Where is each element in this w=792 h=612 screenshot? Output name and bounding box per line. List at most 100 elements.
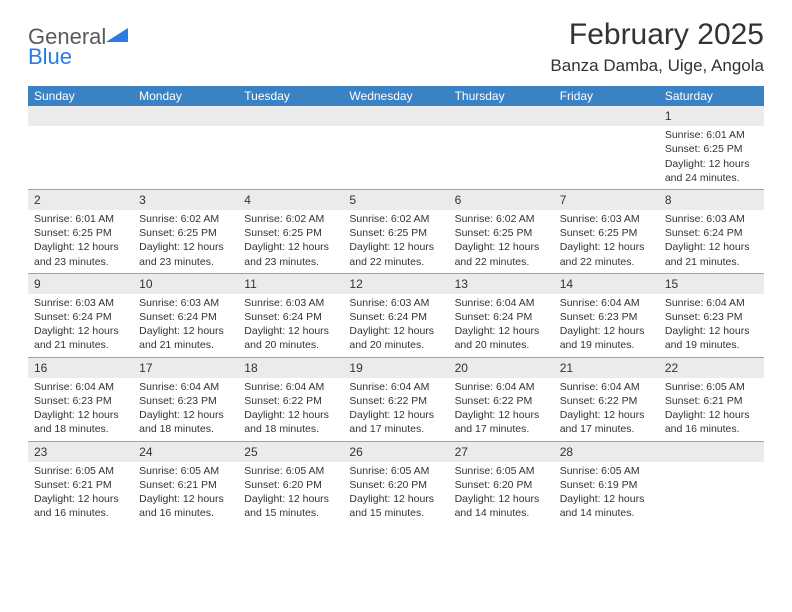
sunrise-text: Sunrise: 6:02 AM xyxy=(455,212,548,226)
sunset-text: Sunset: 6:20 PM xyxy=(349,478,442,492)
day-body: Sunrise: 6:03 AMSunset: 6:24 PMDaylight:… xyxy=(133,294,238,357)
day-number: 1 xyxy=(659,106,764,126)
sunset-text: Sunset: 6:23 PM xyxy=(560,310,653,324)
day-number: 6 xyxy=(449,190,554,210)
sunrise-text: Sunrise: 6:05 AM xyxy=(665,380,758,394)
calendar-day-cell xyxy=(554,106,659,189)
calendar-day-cell: 13Sunrise: 6:04 AMSunset: 6:24 PMDayligh… xyxy=(449,273,554,357)
daylight2-text: and 20 minutes. xyxy=(349,338,442,352)
daylight1-text: Daylight: 12 hours xyxy=(560,408,653,422)
calendar-week-row: 23Sunrise: 6:05 AMSunset: 6:21 PMDayligh… xyxy=(28,441,764,524)
daylight1-text: Daylight: 12 hours xyxy=(34,324,127,338)
calendar-day-cell xyxy=(659,441,764,524)
calendar-week-row: 2Sunrise: 6:01 AMSunset: 6:25 PMDaylight… xyxy=(28,189,764,273)
day-body: Sunrise: 6:05 AMSunset: 6:21 PMDaylight:… xyxy=(28,462,133,525)
daylight2-text: and 15 minutes. xyxy=(244,506,337,520)
day-number xyxy=(343,106,448,126)
day-body: Sunrise: 6:02 AMSunset: 6:25 PMDaylight:… xyxy=(449,210,554,273)
calendar-day-cell: 8Sunrise: 6:03 AMSunset: 6:24 PMDaylight… xyxy=(659,189,764,273)
daylight2-text: and 22 minutes. xyxy=(560,255,653,269)
day-number: 28 xyxy=(554,442,659,462)
sunrise-text: Sunrise: 6:03 AM xyxy=(244,296,337,310)
day-number: 7 xyxy=(554,190,659,210)
calendar-day-cell: 12Sunrise: 6:03 AMSunset: 6:24 PMDayligh… xyxy=(343,273,448,357)
day-number xyxy=(449,106,554,126)
daylight1-text: Daylight: 12 hours xyxy=(34,492,127,506)
sunrise-text: Sunrise: 6:04 AM xyxy=(139,380,232,394)
sunrise-text: Sunrise: 6:05 AM xyxy=(349,464,442,478)
calendar-day-cell: 19Sunrise: 6:04 AMSunset: 6:22 PMDayligh… xyxy=(343,357,448,441)
sunrise-text: Sunrise: 6:04 AM xyxy=(560,296,653,310)
day-body: Sunrise: 6:04 AMSunset: 6:23 PMDaylight:… xyxy=(659,294,764,357)
daylight2-text: and 24 minutes. xyxy=(665,171,758,185)
sunrise-text: Sunrise: 6:03 AM xyxy=(560,212,653,226)
sunrise-text: Sunrise: 6:03 AM xyxy=(349,296,442,310)
daylight1-text: Daylight: 12 hours xyxy=(349,240,442,254)
sunset-text: Sunset: 6:24 PM xyxy=(244,310,337,324)
calendar-day-cell xyxy=(449,106,554,189)
day-number xyxy=(554,106,659,126)
calendar-day-cell xyxy=(133,106,238,189)
brand-name-2: Blue xyxy=(28,44,72,69)
daylight2-text: and 20 minutes. xyxy=(244,338,337,352)
calendar-day-cell: 22Sunrise: 6:05 AMSunset: 6:21 PMDayligh… xyxy=(659,357,764,441)
sunrise-text: Sunrise: 6:03 AM xyxy=(139,296,232,310)
calendar-day-cell: 9Sunrise: 6:03 AMSunset: 6:24 PMDaylight… xyxy=(28,273,133,357)
sunset-text: Sunset: 6:25 PM xyxy=(34,226,127,240)
daylight1-text: Daylight: 12 hours xyxy=(244,408,337,422)
sunrise-text: Sunrise: 6:02 AM xyxy=(244,212,337,226)
calendar-day-cell: 25Sunrise: 6:05 AMSunset: 6:20 PMDayligh… xyxy=(238,441,343,524)
day-number: 24 xyxy=(133,442,238,462)
daylight2-text: and 17 minutes. xyxy=(455,422,548,436)
daylight1-text: Daylight: 12 hours xyxy=(455,492,548,506)
weekday-header: Sunday xyxy=(28,86,133,106)
day-body: Sunrise: 6:03 AMSunset: 6:24 PMDaylight:… xyxy=(28,294,133,357)
daylight1-text: Daylight: 12 hours xyxy=(665,240,758,254)
calendar-day-cell xyxy=(238,106,343,189)
day-number: 9 xyxy=(28,274,133,294)
sunset-text: Sunset: 6:21 PM xyxy=(139,478,232,492)
sunset-text: Sunset: 6:20 PM xyxy=(455,478,548,492)
day-number: 13 xyxy=(449,274,554,294)
calendar-day-cell: 11Sunrise: 6:03 AMSunset: 6:24 PMDayligh… xyxy=(238,273,343,357)
daylight1-text: Daylight: 12 hours xyxy=(560,324,653,338)
day-number: 3 xyxy=(133,190,238,210)
sunset-text: Sunset: 6:21 PM xyxy=(34,478,127,492)
calendar-day-cell: 6Sunrise: 6:02 AMSunset: 6:25 PMDaylight… xyxy=(449,189,554,273)
calendar-day-cell: 1Sunrise: 6:01 AMSunset: 6:25 PMDaylight… xyxy=(659,106,764,189)
location-label: Banza Damba, Uige, Angola xyxy=(550,56,764,76)
daylight2-text: and 16 minutes. xyxy=(34,506,127,520)
daylight1-text: Daylight: 12 hours xyxy=(244,324,337,338)
day-number: 15 xyxy=(659,274,764,294)
calendar-table: Sunday Monday Tuesday Wednesday Thursday… xyxy=(28,86,764,524)
sunset-text: Sunset: 6:25 PM xyxy=(560,226,653,240)
calendar-day-cell: 21Sunrise: 6:04 AMSunset: 6:22 PMDayligh… xyxy=(554,357,659,441)
calendar-day-cell: 20Sunrise: 6:04 AMSunset: 6:22 PMDayligh… xyxy=(449,357,554,441)
weekday-header: Monday xyxy=(133,86,238,106)
daylight1-text: Daylight: 12 hours xyxy=(665,157,758,171)
sunset-text: Sunset: 6:24 PM xyxy=(139,310,232,324)
sunrise-text: Sunrise: 6:04 AM xyxy=(349,380,442,394)
day-body: Sunrise: 6:04 AMSunset: 6:24 PMDaylight:… xyxy=(449,294,554,357)
calendar-day-cell: 28Sunrise: 6:05 AMSunset: 6:19 PMDayligh… xyxy=(554,441,659,524)
calendar-day-cell xyxy=(343,106,448,189)
sunrise-text: Sunrise: 6:05 AM xyxy=(34,464,127,478)
daylight2-text: and 23 minutes. xyxy=(34,255,127,269)
sunset-text: Sunset: 6:24 PM xyxy=(349,310,442,324)
day-body: Sunrise: 6:03 AMSunset: 6:24 PMDaylight:… xyxy=(659,210,764,273)
day-number: 12 xyxy=(343,274,448,294)
daylight1-text: Daylight: 12 hours xyxy=(455,408,548,422)
daylight2-text: and 18 minutes. xyxy=(34,422,127,436)
day-number: 16 xyxy=(28,358,133,378)
day-number: 21 xyxy=(554,358,659,378)
sunrise-text: Sunrise: 6:05 AM xyxy=(139,464,232,478)
day-body: Sunrise: 6:05 AMSunset: 6:21 PMDaylight:… xyxy=(133,462,238,525)
day-number: 2 xyxy=(28,190,133,210)
daylight2-text: and 20 minutes. xyxy=(455,338,548,352)
calendar-day-cell: 16Sunrise: 6:04 AMSunset: 6:23 PMDayligh… xyxy=(28,357,133,441)
sunset-text: Sunset: 6:25 PM xyxy=(455,226,548,240)
sunset-text: Sunset: 6:24 PM xyxy=(665,226,758,240)
sunrise-text: Sunrise: 6:05 AM xyxy=(560,464,653,478)
day-number: 19 xyxy=(343,358,448,378)
day-number xyxy=(659,442,764,462)
